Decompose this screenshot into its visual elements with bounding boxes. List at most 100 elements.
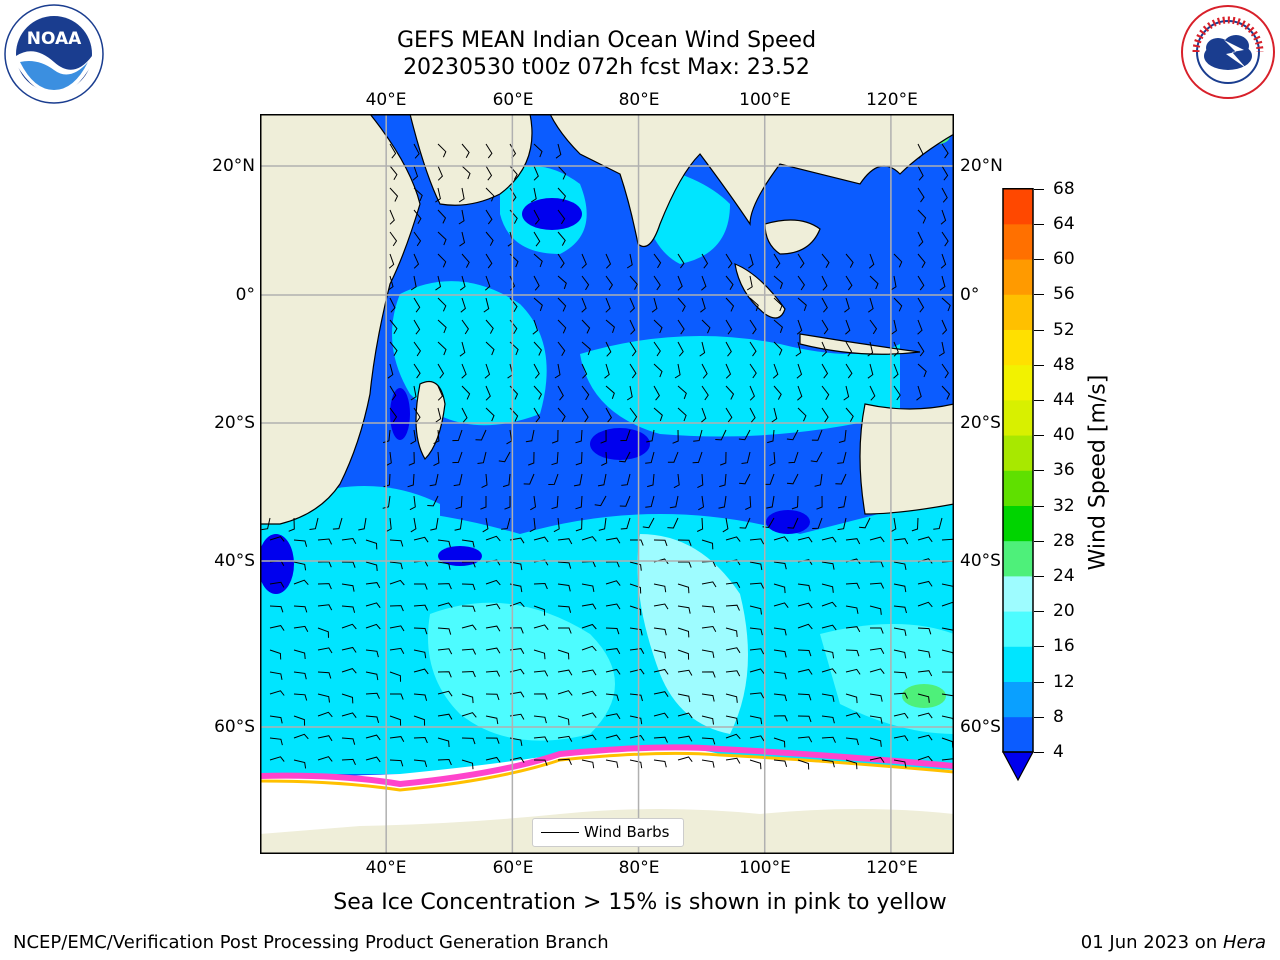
wind-barb bbox=[749, 648, 765, 655]
wind-barb bbox=[530, 187, 537, 203]
wind-barb bbox=[485, 385, 491, 401]
wind-barb bbox=[461, 712, 477, 718]
wind-barb bbox=[868, 253, 875, 269]
wind-barb bbox=[749, 759, 762, 770]
wind-barb bbox=[509, 713, 525, 720]
wind-barb bbox=[341, 561, 356, 568]
wind-barb bbox=[700, 297, 706, 313]
colorbar-tick-mark bbox=[1034, 399, 1044, 401]
wind-barb bbox=[773, 602, 789, 608]
wind-barb bbox=[845, 693, 858, 704]
wind-barb bbox=[459, 231, 466, 247]
wind-barb bbox=[725, 604, 740, 611]
wind-barb bbox=[605, 713, 621, 720]
wind-barb bbox=[845, 363, 853, 379]
wind-barb bbox=[816, 495, 823, 510]
wind-barb bbox=[317, 604, 333, 611]
colorbar-tick-label: 40 bbox=[1053, 425, 1075, 446]
wind-barb bbox=[581, 734, 597, 741]
wind-barb bbox=[844, 297, 850, 313]
wind-barb bbox=[845, 275, 853, 291]
wind-barb bbox=[459, 341, 466, 357]
wind-barb bbox=[939, 275, 946, 291]
wind-barb-legend-line bbox=[541, 832, 579, 833]
wind-barb bbox=[269, 671, 283, 680]
wind-barb bbox=[605, 693, 620, 701]
colorbar-tick-label: 64 bbox=[1053, 213, 1075, 234]
wind-barb bbox=[485, 231, 494, 246]
wind-barb bbox=[528, 451, 535, 466]
wind-barb bbox=[389, 671, 401, 682]
lat-tick-right: 60°S bbox=[960, 717, 1001, 737]
wind-barb bbox=[317, 647, 333, 654]
wind-barb bbox=[365, 649, 379, 658]
wind-barb bbox=[917, 363, 927, 378]
wind-barb bbox=[677, 693, 691, 703]
wind-barb bbox=[413, 231, 422, 247]
wind-barb bbox=[461, 624, 477, 631]
nws-logo-icon bbox=[1180, 4, 1276, 100]
lon-tick-bottom: 60°E bbox=[492, 858, 534, 878]
wind-barb bbox=[893, 385, 901, 401]
wind-barb bbox=[893, 759, 907, 768]
wind-barb bbox=[389, 736, 405, 743]
wind-barb bbox=[646, 429, 655, 443]
wind-barb bbox=[341, 737, 356, 745]
wind-barb bbox=[773, 627, 787, 636]
wind-barb bbox=[601, 451, 608, 466]
wind-barb bbox=[410, 385, 417, 401]
wind-barb bbox=[437, 671, 452, 678]
wind-barb bbox=[653, 603, 669, 610]
wind-barb bbox=[485, 341, 495, 356]
wind-barb bbox=[725, 319, 733, 335]
sea-ice-edge-dense bbox=[260, 751, 954, 792]
wind-barb bbox=[653, 539, 668, 547]
wind-barb bbox=[917, 165, 924, 181]
wind-barb bbox=[626, 253, 633, 269]
wind-barb bbox=[917, 649, 931, 658]
wind-barb bbox=[389, 539, 404, 547]
wind-barb bbox=[269, 536, 285, 542]
wind-barb bbox=[509, 648, 525, 655]
wind-barb bbox=[677, 253, 685, 269]
wind-barb bbox=[605, 275, 614, 291]
wind-barb bbox=[773, 341, 783, 356]
wind-barb bbox=[413, 319, 421, 335]
wind-barb bbox=[629, 319, 636, 335]
wind-barb bbox=[533, 407, 541, 423]
wind-barb bbox=[653, 691, 669, 697]
wind-barb bbox=[701, 581, 717, 588]
wind-barb bbox=[365, 671, 379, 681]
date-label: 01 Jun 2023 on bbox=[1080, 932, 1223, 953]
wind-barb bbox=[557, 253, 565, 269]
wind-barb bbox=[551, 429, 559, 444]
wind-barb bbox=[845, 538, 861, 545]
wind-barb bbox=[891, 319, 897, 335]
wind-barb bbox=[501, 517, 511, 530]
wind-barb bbox=[941, 143, 949, 159]
wind-barb bbox=[557, 715, 570, 726]
wind-barb bbox=[642, 517, 655, 529]
sea-ice-note: Sea Ice Concentration > 15% is shown in … bbox=[333, 890, 947, 915]
wind-barb bbox=[677, 583, 690, 594]
wind-barb bbox=[413, 209, 422, 225]
wind-barb bbox=[893, 538, 909, 545]
wind-barb bbox=[317, 627, 329, 638]
wind-barb bbox=[629, 341, 637, 357]
wind-barb bbox=[701, 275, 707, 291]
wind-barb bbox=[838, 429, 847, 443]
wind-barb bbox=[341, 712, 357, 718]
wind-barb bbox=[788, 451, 799, 464]
colorbar-tick-label: 16 bbox=[1053, 636, 1075, 657]
wind-barb bbox=[413, 736, 428, 744]
wind-barb bbox=[533, 231, 541, 247]
map-legend: Wind Barbs bbox=[532, 818, 684, 847]
wind-barb bbox=[365, 602, 381, 608]
wind-barb bbox=[557, 669, 573, 676]
wind-barb bbox=[341, 693, 354, 704]
wind-barb bbox=[461, 693, 474, 704]
wind-barb bbox=[699, 341, 706, 357]
wind-barb bbox=[341, 537, 357, 544]
wind-barb bbox=[533, 536, 549, 543]
wind-barb bbox=[573, 473, 583, 487]
